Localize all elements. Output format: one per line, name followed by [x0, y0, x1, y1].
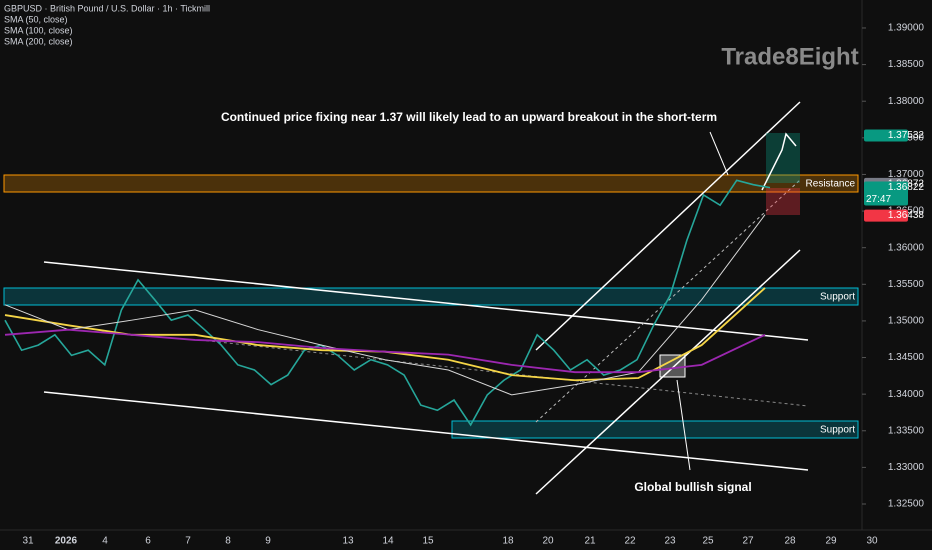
price-tag-label: 1.36822: [888, 182, 925, 193]
y-tick-label: 1.36000: [888, 242, 925, 253]
price-tag: [864, 129, 908, 142]
signal-box: [659, 354, 686, 378]
x-tick-label: 31: [22, 536, 34, 547]
y-tick-label: 1.34500: [888, 352, 925, 363]
price-line: [4, 179, 771, 427]
x-tick-label: 20: [542, 536, 554, 547]
y-tick-label: 1.35500: [888, 279, 925, 290]
x-tick-label: 13: [342, 536, 354, 547]
trend-line: [535, 101, 801, 351]
long-target: [766, 133, 800, 183]
zone-label: Resistance: [806, 179, 856, 190]
y-tick-label: 1.38500: [888, 59, 925, 70]
legend-entry: SMA (100, close): [4, 25, 73, 35]
y-tick-label: 1.35000: [888, 316, 925, 327]
x-tick-label: 4: [102, 536, 108, 547]
x-tick-label: 29: [825, 536, 837, 547]
x-tick-label: 15: [422, 536, 434, 547]
y-tick-label: 1.33500: [888, 425, 925, 436]
x-tick-label: 9: [265, 536, 271, 547]
legend-entry: SMA (50, close): [4, 14, 68, 24]
sma-line: [4, 328, 766, 374]
x-tick-label: 2026: [55, 536, 78, 547]
x-tick-label: 21: [584, 536, 596, 547]
long-stop: [766, 188, 800, 215]
forecast-arrow: [761, 132, 797, 191]
price-tag: [864, 181, 908, 206]
annotation: Global bullish signal: [634, 480, 751, 494]
x-tick-label: 18: [502, 536, 514, 547]
support-zone: [451, 420, 859, 439]
x-tick-label: 8: [225, 536, 231, 547]
watermark: Trade8Eight: [721, 43, 858, 70]
price-tag: [864, 209, 908, 222]
price-tag-label: 1.37532: [888, 130, 925, 141]
channel-line: [43, 391, 809, 471]
y-tick-label: 1.37000: [888, 169, 925, 180]
x-tick-label: 23: [664, 536, 676, 547]
chart-title: GBPUSD · British Pound / U.S. Dollar · 1…: [4, 3, 210, 13]
pointer: [709, 131, 729, 176]
drawings: [3, 101, 859, 495]
annotation: Continued price fixing near 1.37 will li…: [221, 110, 717, 124]
y-tick-label: 1.34000: [888, 389, 925, 400]
trend-line: [535, 249, 801, 495]
zone-label: Support: [820, 292, 855, 303]
support-zone: [3, 287, 859, 306]
x-tick-label: 7: [185, 536, 191, 547]
y-tick-label: 1.33000: [888, 462, 925, 473]
x-tick-label: 25: [702, 536, 714, 547]
x-tick-label: 30: [866, 536, 878, 547]
pointer: [676, 379, 691, 471]
countdown: 27:47: [866, 194, 891, 205]
legend-entry: SMA (200, close): [4, 36, 73, 46]
channel-line: [43, 261, 809, 341]
x-tick-label: 14: [382, 536, 394, 547]
price-tag-label: 1.36438: [888, 210, 925, 221]
x-tick-label: 22: [624, 536, 636, 547]
y-tick-label: 1.32500: [888, 499, 925, 510]
x-tick-label: 27: [742, 536, 754, 547]
x-tick-label: 6: [145, 536, 151, 547]
y-tick-label: 1.39000: [888, 23, 925, 34]
y-tick-label: 1.38000: [888, 96, 925, 107]
x-tick-label: 28: [784, 536, 796, 547]
zone-label: Support: [820, 425, 855, 436]
resistance-zone: [3, 174, 859, 193]
